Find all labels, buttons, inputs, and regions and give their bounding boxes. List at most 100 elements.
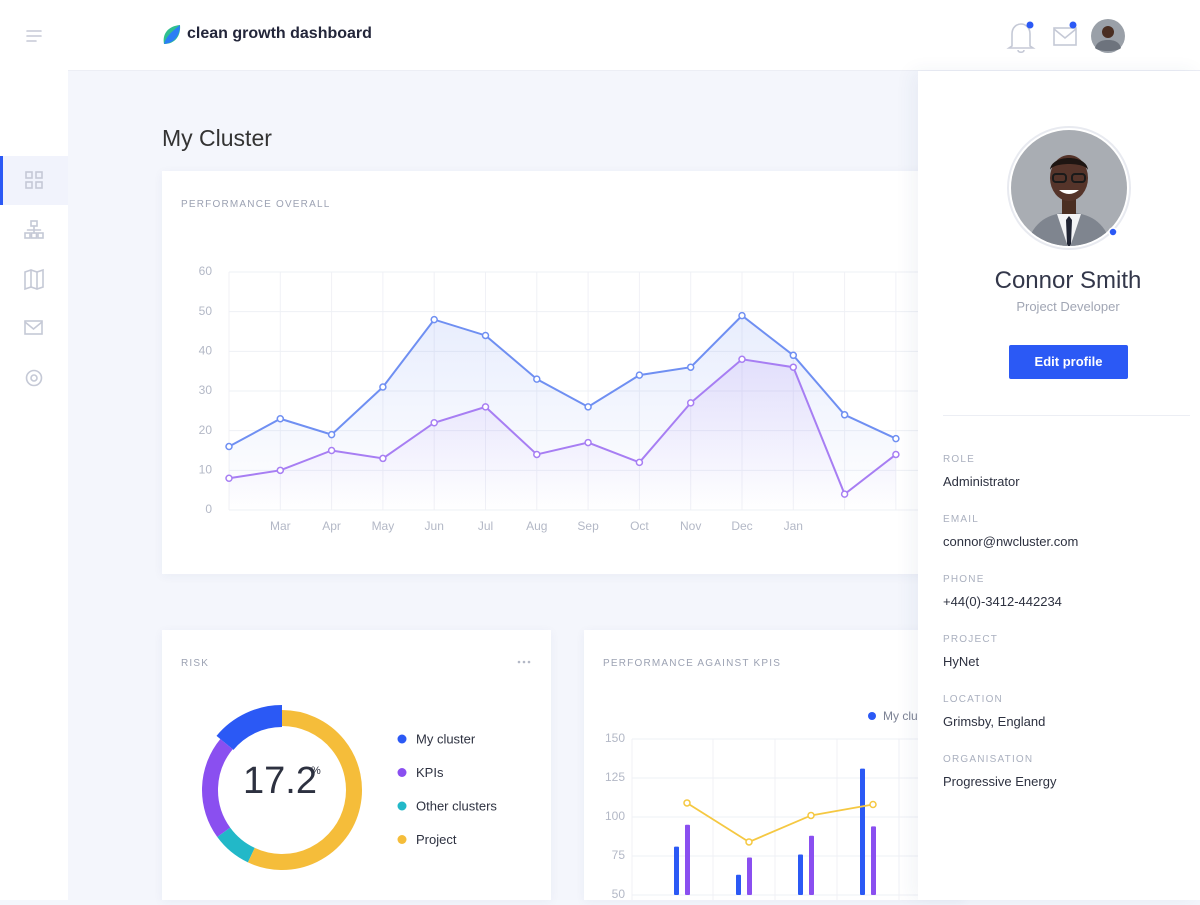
point — [686, 399, 695, 407]
point — [869, 800, 877, 809]
field-label: ORGANISATION — [943, 754, 1034, 765]
y-tick-label: 0 — [205, 502, 212, 516]
card-title: PERFORMANCE AGAINST KPIS — [603, 658, 782, 669]
point — [225, 474, 233, 483]
legend-dot — [397, 768, 407, 777]
point — [276, 466, 285, 475]
point — [892, 434, 900, 443]
x-tick-label: Aug — [526, 519, 547, 533]
point — [840, 490, 849, 498]
donut-segment — [217, 827, 256, 863]
field-label: PROJECT — [943, 634, 999, 645]
bar — [798, 854, 803, 895]
bar — [674, 846, 679, 895]
point — [225, 442, 233, 451]
x-tick-label: Dec — [731, 519, 752, 533]
field-value: +44(0)-3412-442234 — [943, 594, 1062, 609]
dashboard-icon[interactable] — [25, 171, 43, 189]
message-dot — [1069, 21, 1077, 29]
y-tick-label: 100 — [605, 809, 625, 823]
point — [892, 450, 900, 459]
x-tick-label: Jan — [784, 519, 803, 533]
field-label: ROLE — [943, 454, 976, 465]
active-item-bg — [0, 156, 68, 205]
kpi-card: PERFORMANCE AGAINST KPIS — [584, 630, 964, 900]
legend-label: Project — [416, 832, 457, 847]
y-tick-label: 40 — [199, 344, 213, 358]
user-avatar[interactable] — [1091, 19, 1125, 53]
center-unit: % — [311, 765, 321, 777]
point — [533, 375, 541, 383]
point — [430, 418, 438, 427]
profile-panel: Connor Smith Project Developer Edit prof… — [918, 71, 1200, 900]
legend-label: My cluster — [416, 731, 476, 746]
legend-label: KPIs — [416, 765, 444, 780]
x-tick-label: Apr — [322, 519, 341, 533]
y-tick-label: 125 — [605, 770, 625, 784]
center-value: 17.2 — [243, 760, 317, 802]
area — [229, 359, 896, 510]
bar — [685, 824, 690, 895]
point — [789, 351, 798, 360]
field-value: HyNet — [943, 654, 980, 669]
series-line — [228, 358, 897, 496]
point — [276, 415, 285, 423]
page-title: My Cluster — [162, 125, 272, 152]
divider — [943, 415, 1190, 416]
legend-dot — [397, 835, 407, 844]
card-title: RISK — [181, 658, 210, 669]
profile-name: Connor Smith — [994, 267, 1142, 294]
edit-profile-button[interactable]: Edit profile — [1009, 345, 1128, 379]
profile-photo — [1007, 126, 1131, 250]
sidebar-icons — [0, 30, 68, 387]
hierarchy-icon[interactable] — [24, 220, 44, 239]
field-label: PHONE — [943, 574, 985, 585]
donut-segment — [247, 710, 362, 870]
y-tick-label: 20 — [199, 423, 213, 437]
x-tick-label: Mar — [270, 519, 291, 533]
point — [745, 838, 753, 846]
field-label: LOCATION — [943, 694, 1003, 705]
point — [686, 363, 695, 371]
header-actions — [1006, 19, 1125, 54]
point — [635, 371, 644, 379]
profile-job-title: Project Developer — [1016, 299, 1120, 314]
field-value: connor@nwcluster.com — [943, 534, 1079, 549]
notifications-icon[interactable] — [1006, 23, 1036, 54]
legend-label: Other clusters — [416, 798, 497, 813]
point — [789, 363, 798, 371]
x-tick-label: Oct — [630, 519, 649, 533]
legend-dot — [397, 801, 407, 811]
point — [327, 446, 336, 455]
y-tick-label: 60 — [199, 264, 213, 278]
point — [584, 438, 592, 447]
menu-icon[interactable] — [26, 30, 42, 42]
mail-icon[interactable] — [24, 320, 43, 335]
point — [481, 331, 490, 340]
point — [430, 315, 438, 324]
messages-icon[interactable] — [1053, 27, 1077, 46]
legend-dot — [397, 734, 407, 744]
more-menu[interactable] — [514, 658, 534, 666]
y-tick-label: 150 — [605, 731, 625, 745]
point — [481, 403, 490, 411]
map-icon[interactable] — [24, 268, 44, 291]
field-label: EMAIL — [943, 514, 980, 525]
point — [533, 450, 541, 459]
point — [807, 811, 815, 820]
page-title-text: My Cluster — [162, 125, 272, 151]
bar — [860, 768, 865, 895]
bar — [747, 857, 752, 895]
field-value: Grimsby, England — [943, 714, 1046, 729]
bar — [871, 826, 876, 895]
bar — [809, 835, 814, 895]
legend-dot — [868, 712, 876, 720]
point — [738, 311, 746, 320]
settings-icon[interactable] — [25, 369, 43, 387]
y-tick-label: 50 — [199, 304, 213, 318]
point — [840, 411, 849, 419]
point — [327, 430, 336, 439]
donut-segment — [216, 705, 283, 751]
